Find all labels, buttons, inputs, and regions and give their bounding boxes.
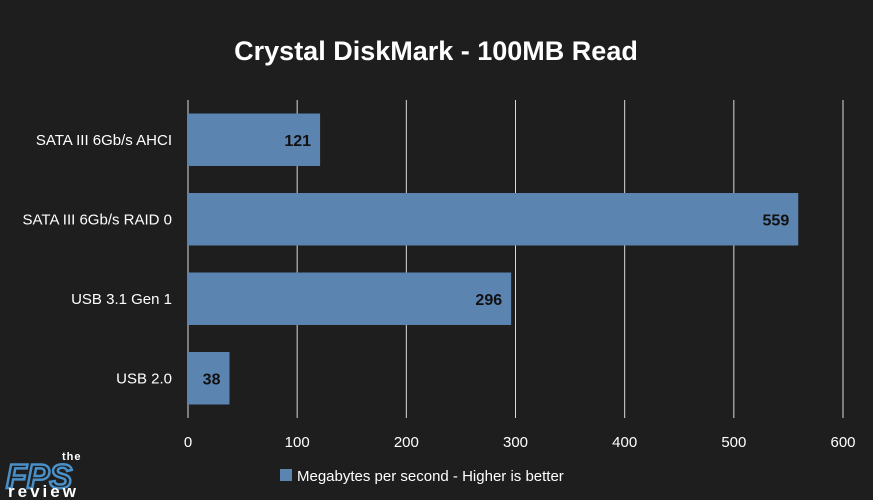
x-axis-ticks: 0 100 200 300 400 500 600 xyxy=(184,434,856,451)
logo-the: the xyxy=(62,451,82,463)
bar-value-label: 38 xyxy=(203,371,221,388)
category-label: SATA III 6Gb/s AHCI xyxy=(36,132,172,149)
x-tick-label: 500 xyxy=(721,434,746,451)
x-tick-label: 600 xyxy=(830,434,855,451)
bar-value-label: 559 xyxy=(763,212,790,229)
bar xyxy=(188,193,799,246)
category-label: USB 3.1 Gen 1 xyxy=(71,291,172,308)
x-tick-label: 400 xyxy=(612,434,637,451)
logo-review: review xyxy=(8,482,79,500)
logo-fps: FPS xyxy=(6,458,72,496)
x-tick-label: 200 xyxy=(394,434,419,451)
x-tick-label: 100 xyxy=(285,434,310,451)
category-label: USB 2.0 xyxy=(116,370,172,387)
bar xyxy=(188,352,230,405)
x-tick-label: 0 xyxy=(184,434,192,451)
category-label: SATA III 6Gb/s RAID 0 xyxy=(23,211,173,228)
legend-swatch xyxy=(280,469,292,481)
bars: 121 559 296 38 xyxy=(188,113,799,405)
category-labels: SATA III 6Gb/s AHCI SATA III 6Gb/s RAID 0… xyxy=(23,132,173,388)
legend: Megabytes per second - Higher is better xyxy=(280,468,564,485)
legend-label: Megabytes per second - Higher is better xyxy=(297,468,564,485)
bar xyxy=(188,113,321,166)
site-logo: the FPS review xyxy=(5,451,82,500)
chart-title: Crystal DiskMark - 100MB Read xyxy=(234,36,638,66)
bar-value-label: 296 xyxy=(475,292,502,309)
bar-value-label: 121 xyxy=(284,133,311,150)
bar xyxy=(188,272,512,325)
x-tick-label: 300 xyxy=(503,434,528,451)
